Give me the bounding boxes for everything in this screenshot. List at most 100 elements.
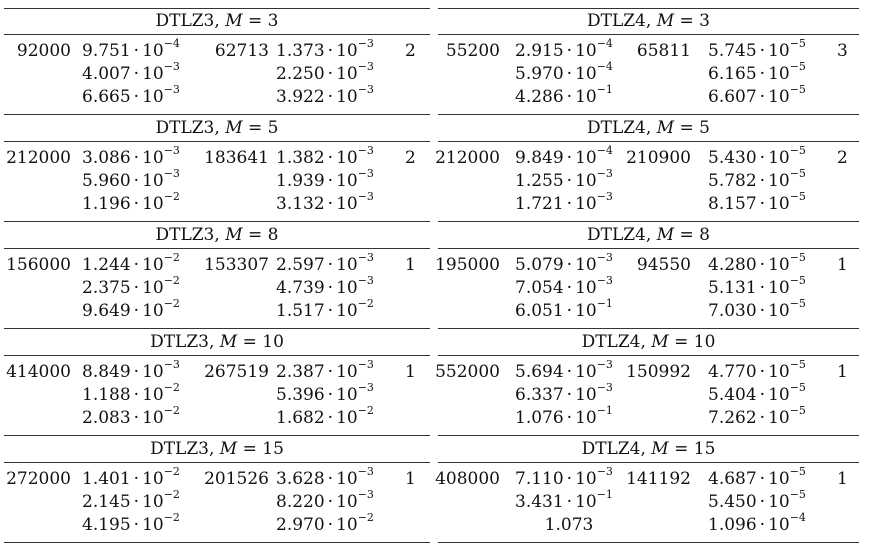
sci-value: 5.960 · 10−3 [82, 167, 180, 192]
base-ten: 10 [142, 492, 164, 512]
sci-value: 4.770 · 10−5 [708, 359, 806, 383]
exponent: −2 [357, 404, 374, 417]
exponent: −3 [596, 358, 613, 371]
base-ten: 10 [142, 41, 164, 61]
base-ten: 10 [768, 469, 790, 489]
exponent: −1 [596, 83, 613, 96]
equals-sign: = [242, 225, 268, 245]
rank-value: 1 [405, 362, 416, 382]
times-symbol: · [566, 301, 573, 321]
table-section: DTLZ4, M = 3 55200 2.915 · 10−4 5.970 · 10−4 4.2… [438, 8, 859, 115]
problem-name: DTLZ3 [155, 118, 215, 138]
exponent: −3 [163, 83, 180, 96]
base-ten: 10 [768, 87, 790, 107]
table-rule [438, 462, 859, 463]
run-count: 92000 [16, 41, 71, 61]
exponent: −1 [596, 297, 613, 310]
exponent: −3 [163, 167, 180, 180]
objective-symbol: M [656, 118, 675, 138]
evaluation-count: 267519 [204, 362, 269, 382]
times-symbol: · [327, 64, 334, 84]
base-ten: 10 [575, 278, 597, 298]
sci-value: 7.110 · 10−3 [515, 465, 613, 490]
mantissa: 1.401 [82, 469, 131, 489]
sci-value: 1.721 · 10−3 [515, 191, 613, 215]
mantissa: 5.396 [276, 385, 325, 405]
table-section: DTLZ3, M = 3 92000 9.751 · 10−4 4.007 · 10−3 6.6… [4, 8, 430, 115]
separator: , [645, 118, 657, 138]
evaluation-count: 62713 [214, 41, 269, 61]
sci-value: 5.782 · 10−5 [708, 168, 806, 192]
exponent: −5 [789, 274, 806, 287]
base-ten: 10 [142, 64, 164, 84]
run-count: 156000 [6, 255, 71, 275]
sci-value: 8.220 · 10−3 [276, 488, 374, 513]
sci-value: 6.665 · 10−3 [82, 83, 180, 108]
separator: , [640, 439, 652, 459]
mantissa: 1.382 [276, 148, 325, 168]
mantissa: 4.007 [82, 64, 131, 84]
rank-value: 3 [837, 41, 848, 61]
rank-value: 2 [837, 148, 848, 168]
evaluation-count: 65811 [636, 41, 691, 61]
table-rule [4, 114, 430, 115]
equals-sign: = [674, 11, 700, 31]
mantissa: 2.387 [276, 362, 325, 382]
mantissa: 1.255 [515, 171, 564, 191]
sci-value: 2.387 · 10−3 [276, 359, 374, 383]
base-ten: 10 [768, 385, 790, 405]
rank-value: 1 [837, 469, 848, 489]
base-ten: 10 [768, 408, 790, 428]
exponent: −2 [163, 465, 180, 478]
mantissa: 1.188 [82, 385, 131, 405]
section-header: DTLZ4, M = 8 [438, 222, 859, 248]
times-symbol: · [133, 41, 140, 61]
base-ten: 10 [575, 255, 597, 275]
table-rule [4, 248, 430, 249]
mantissa: 2.915 [515, 41, 564, 61]
separator: , [640, 332, 652, 352]
exponent: −3 [357, 167, 374, 180]
times-symbol: · [566, 194, 573, 214]
times-symbol: · [327, 515, 334, 535]
mantissa: 6.051 [515, 301, 564, 321]
table-rule [4, 542, 430, 543]
times-symbol: · [327, 255, 334, 275]
base-ten: 10 [336, 41, 358, 61]
times-symbol: · [566, 469, 573, 489]
times-symbol: · [759, 87, 766, 107]
base-ten: 10 [336, 148, 358, 168]
base-ten: 10 [142, 255, 164, 275]
section-header: DTLZ3, M = 5 [4, 115, 430, 141]
objective-count: 8 [267, 225, 279, 245]
mantissa: 2.250 [276, 64, 325, 84]
exponent: −1 [596, 404, 613, 417]
run-count: 414000 [6, 362, 71, 382]
base-ten: 10 [336, 362, 358, 382]
sci-value: 1.073 [515, 514, 623, 536]
times-symbol: · [759, 148, 766, 168]
problem-name: DTLZ3 [150, 332, 209, 352]
times-symbol: · [327, 278, 334, 298]
times-symbol: · [133, 64, 140, 84]
times-symbol: · [133, 408, 140, 428]
run-count: 552000 [435, 362, 500, 382]
times-symbol: · [566, 64, 573, 84]
mantissa: 7.262 [708, 408, 757, 428]
exponent: −5 [789, 465, 806, 478]
exponent: −4 [163, 37, 180, 50]
sci-value: 7.030 · 10−5 [708, 298, 806, 322]
times-symbol: · [133, 171, 140, 191]
times-symbol: · [759, 492, 766, 512]
sci-value: 5.404 · 10−5 [708, 382, 806, 406]
exponent: −3 [596, 465, 613, 478]
mantissa: 6.337 [515, 385, 564, 405]
objective-symbol: M [656, 11, 675, 31]
exponent: −3 [357, 488, 374, 501]
section-header: DTLZ4, M = 3 [438, 8, 859, 34]
times-symbol: · [759, 255, 766, 275]
objective-symbol: M [656, 225, 675, 245]
sci-value: 4.286 · 10−1 [515, 83, 613, 108]
table-rule [438, 542, 859, 543]
run-count: 408000 [435, 469, 500, 489]
